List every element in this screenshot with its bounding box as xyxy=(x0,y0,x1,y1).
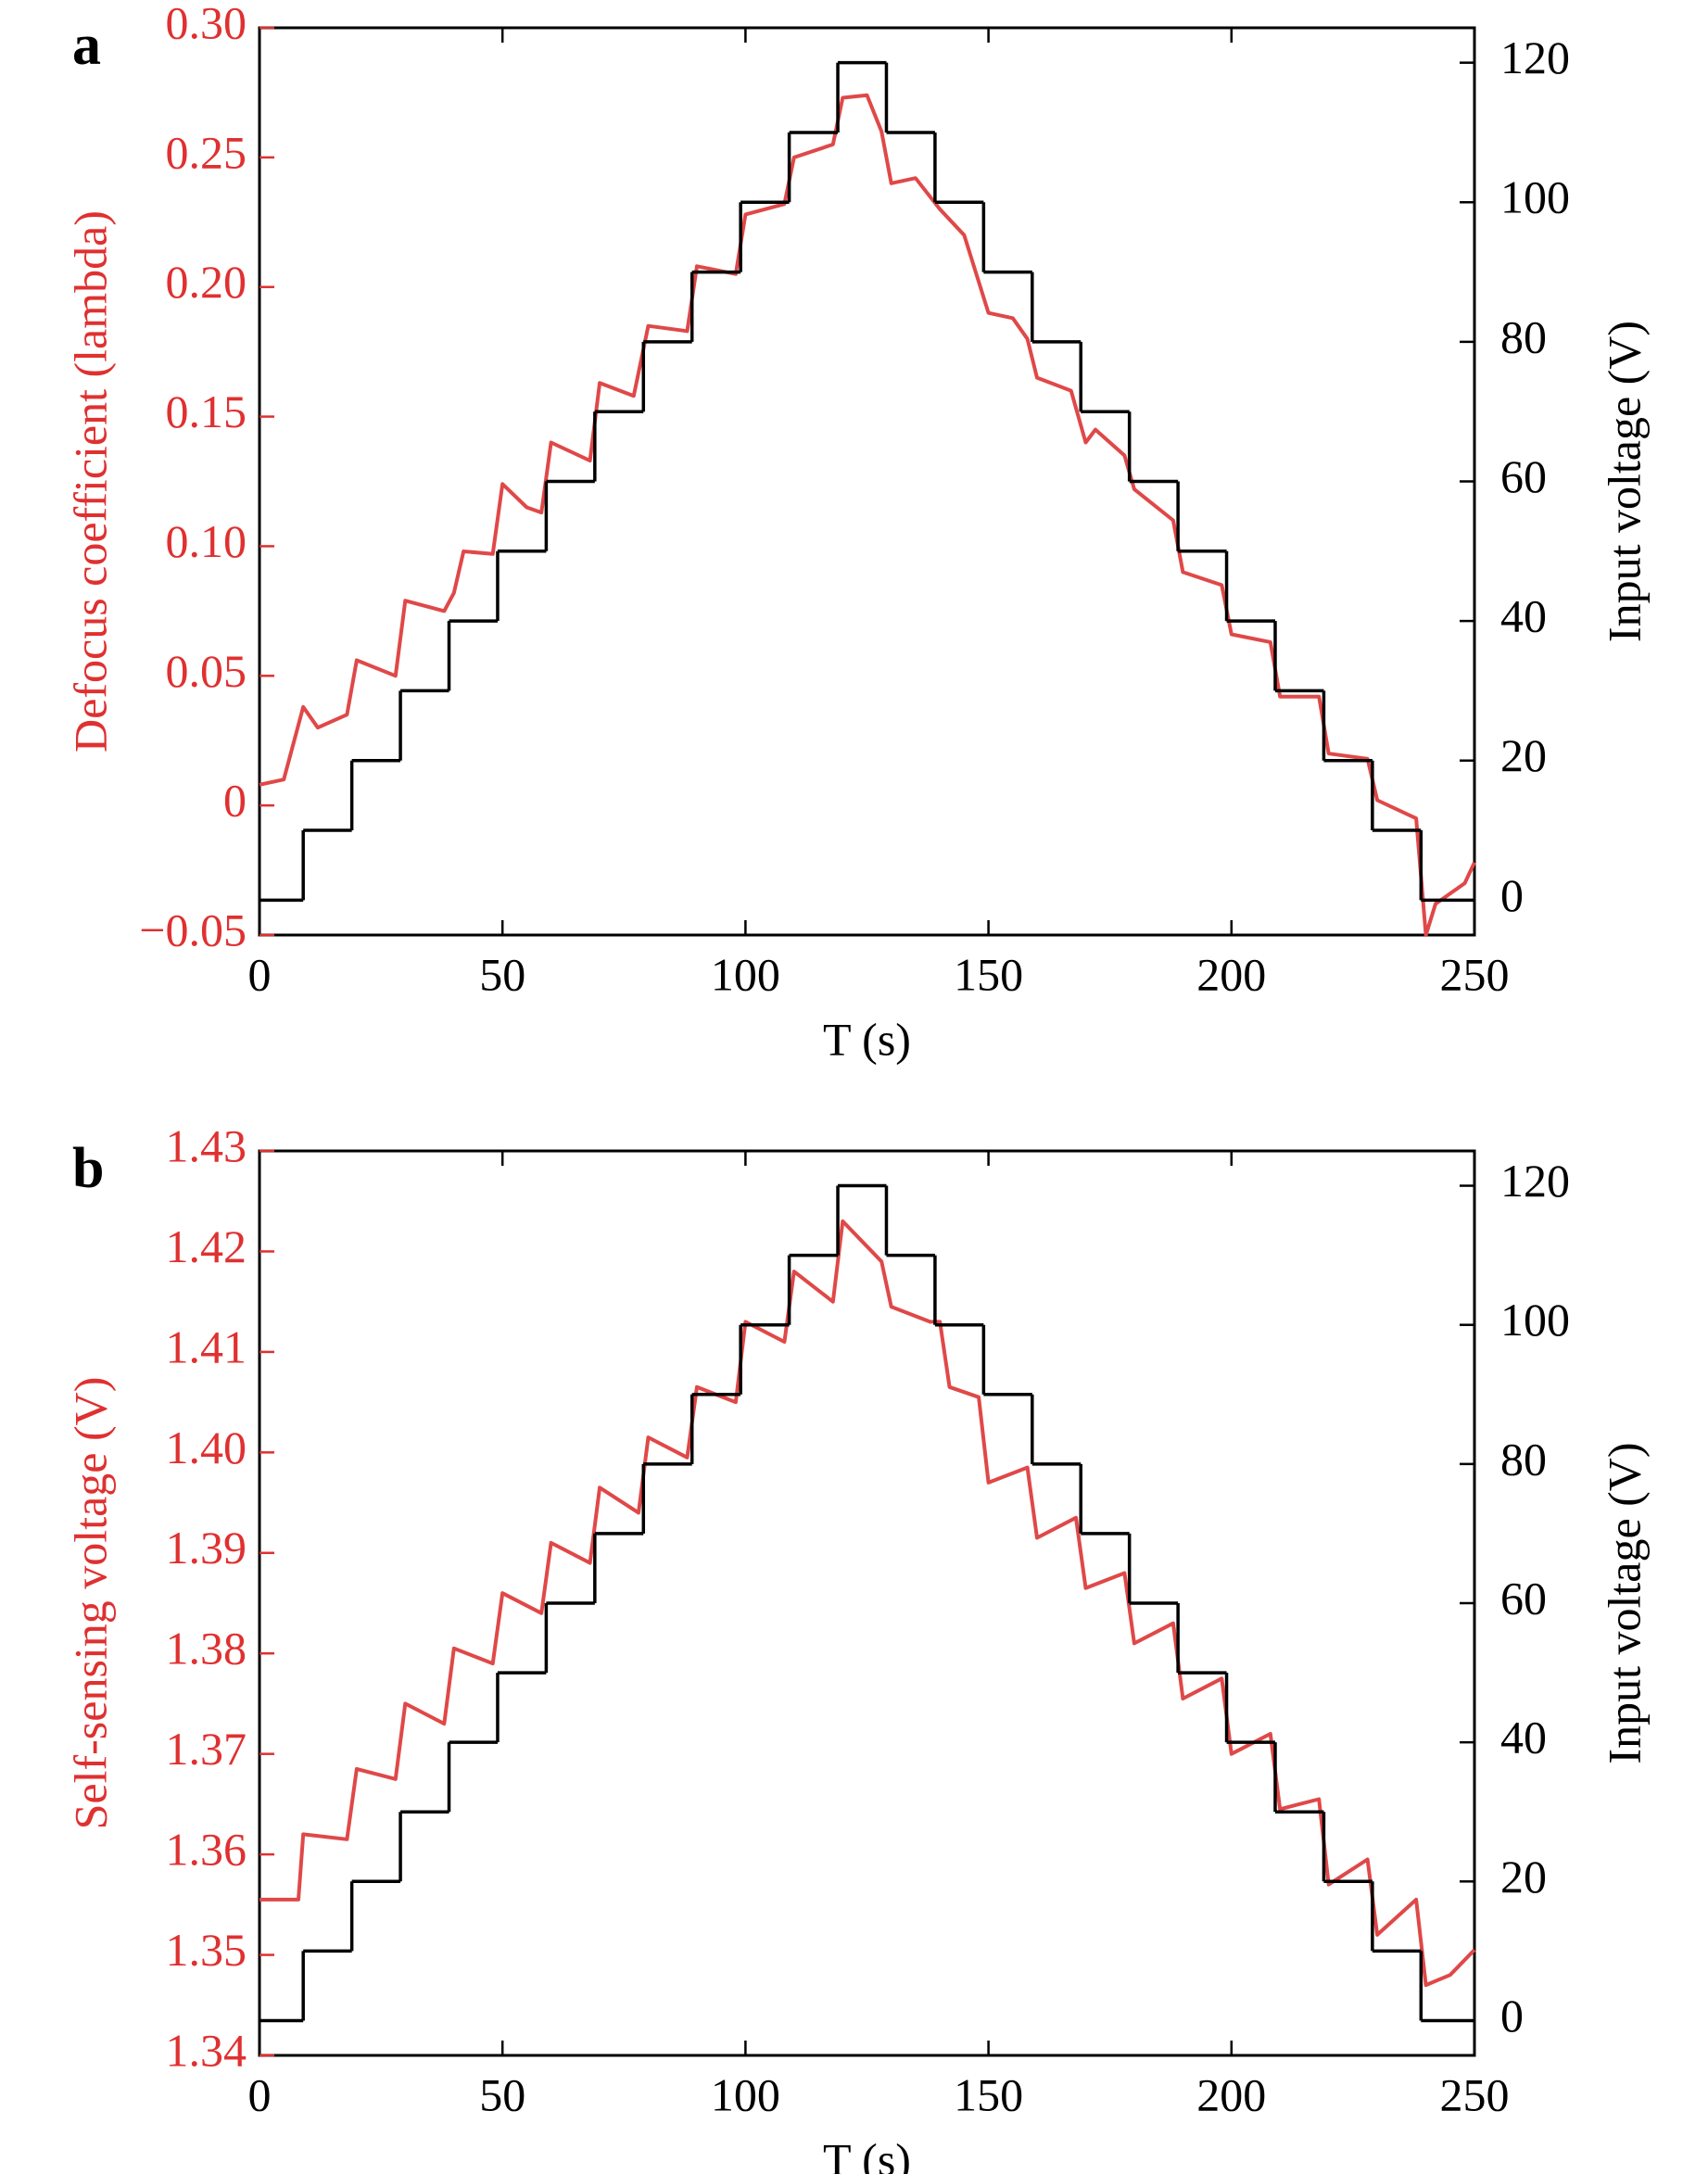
y2-tick-label: 80 xyxy=(1500,1433,1547,1485)
y2-tick-label: 0 xyxy=(1500,869,1524,921)
y2-tick-label: 0 xyxy=(1500,1990,1524,2041)
y-axis-label: Self-sensing voltage (V) xyxy=(64,1377,116,1830)
data-line xyxy=(259,1219,1476,1988)
x-axis-label: T (s) xyxy=(823,1013,911,1065)
y2-axis-label: Input voltage (V) xyxy=(1598,321,1650,642)
panel: 0 50 100 150 200 250−0.0500.050.100.150.200.2… xyxy=(64,0,1650,1065)
y2-tick-label: 60 xyxy=(1500,450,1547,502)
y2-tick-label: 100 xyxy=(1500,171,1570,223)
y2-tick-label: 40 xyxy=(1500,590,1547,642)
x-tick-label: 250 xyxy=(1440,2068,1510,2120)
data-line xyxy=(259,93,1476,937)
x-tick-label: 200 xyxy=(1196,948,1266,1000)
y-tick-label: 1.40 xyxy=(166,1422,247,1473)
panel-label: b xyxy=(72,1137,104,1200)
y2-tick-label: 80 xyxy=(1500,310,1547,362)
y-tick-label: 1.43 xyxy=(166,1119,247,1171)
y2-tick-label: 60 xyxy=(1500,1572,1547,1624)
panel-label: a xyxy=(72,14,101,77)
y-tick-label: 1.41 xyxy=(166,1321,247,1372)
x-tick-label: 150 xyxy=(954,948,1023,1000)
y2-tick-label: 120 xyxy=(1500,1155,1570,1207)
y-tick-label: 0.15 xyxy=(166,386,247,437)
y-tick-label: 1.34 xyxy=(166,2024,247,2076)
y2-tick-label: 40 xyxy=(1500,1712,1547,1763)
x-tick-label: 100 xyxy=(711,2068,780,2120)
y2-tick-label: 120 xyxy=(1500,32,1570,83)
y-axis-label: Defocus coefficient (lambda) xyxy=(64,210,116,752)
x-tick-label: 50 xyxy=(479,2068,525,2120)
panel: 0 50 100 150 200 2501.341.351.361.371.381.391… xyxy=(64,1119,1650,2174)
x-tick-label: 50 xyxy=(479,948,525,1000)
x-tick-label: 100 xyxy=(711,948,780,1000)
y-tick-label: 0.20 xyxy=(166,256,247,308)
y-tick-label: 1.35 xyxy=(166,1924,247,1976)
y-tick-label: 1.42 xyxy=(166,1220,247,1272)
x-tick-label: 200 xyxy=(1196,2068,1266,2120)
plot-frame xyxy=(258,26,1476,937)
y-tick-label: 1.39 xyxy=(166,1522,247,1574)
y2-tick-label: 100 xyxy=(1500,1294,1570,1346)
y2-axis-label: Input voltage (V) xyxy=(1598,1442,1650,1763)
y-tick-label: 0.05 xyxy=(166,645,247,697)
y-tick-label: 0.30 xyxy=(166,0,247,48)
x-tick-label: 0 xyxy=(248,948,272,1000)
y-tick-label: 1.37 xyxy=(166,1723,247,1775)
y-tick-label: −0.05 xyxy=(139,904,247,955)
y-tick-label: 0 xyxy=(223,775,247,827)
y-tick-label: 0.25 xyxy=(166,126,247,178)
x-tick-label: 150 xyxy=(954,2068,1023,2120)
y2-tick-label: 20 xyxy=(1500,729,1547,781)
x-tick-label: 250 xyxy=(1440,948,1510,1000)
y-tick-label: 1.36 xyxy=(166,1824,247,1876)
x-axis-label: T (s) xyxy=(823,2133,911,2174)
y-tick-label: 1.38 xyxy=(166,1623,247,1675)
plot-frame xyxy=(258,1149,1476,2057)
y2-tick-label: 20 xyxy=(1500,1851,1547,1902)
y-tick-label: 0.10 xyxy=(166,515,247,567)
x-tick-label: 0 xyxy=(248,2068,272,2120)
